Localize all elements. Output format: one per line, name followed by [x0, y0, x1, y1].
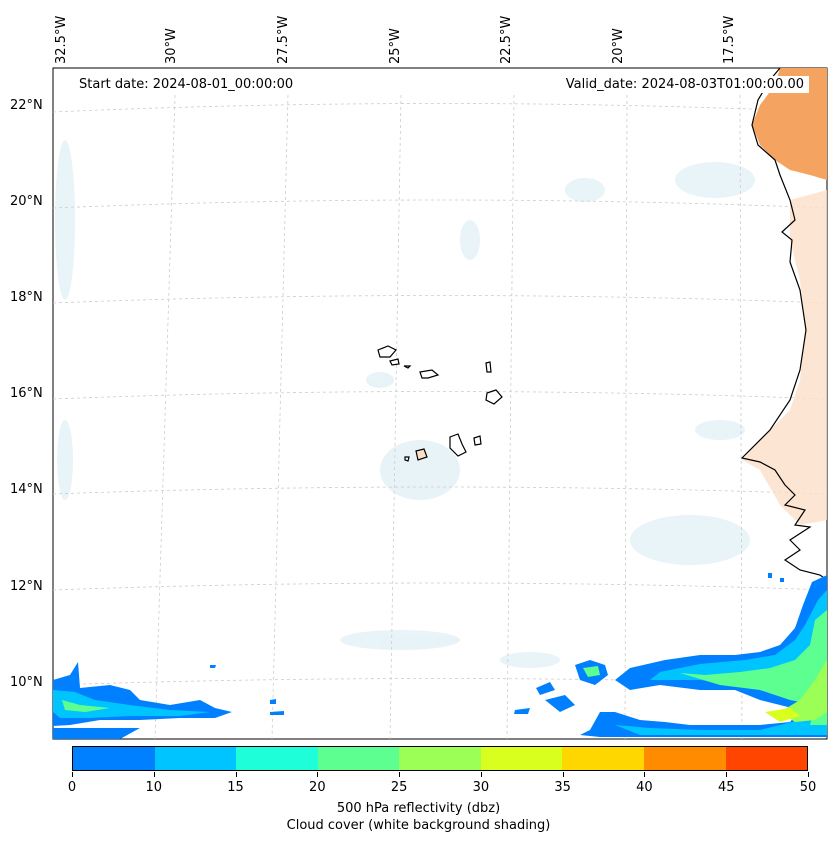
colorbar-segment: [725, 747, 808, 770]
colorbar-tick-label: 40: [636, 780, 653, 795]
colorbar-segment: [236, 747, 318, 770]
coastline: [740, 67, 828, 581]
colorbar-segment: [399, 747, 481, 770]
reflectivity-southwest: [53, 662, 232, 739]
colorbar-segment: [154, 747, 237, 770]
colorbar-tick: [399, 772, 401, 777]
gridlines: [52, 94, 828, 740]
colorbar-segment: [73, 747, 155, 770]
colorbar-tick-label: 0: [67, 780, 77, 795]
colorbar-tick-label: 30: [472, 780, 490, 795]
lon-label-17-5w: 17.5°W: [722, 15, 737, 64]
lon-label-32-5w: 32.5°W: [54, 15, 69, 64]
colorbar-tick: [317, 772, 319, 777]
colorbar: [72, 746, 808, 771]
africa-land-faint: [742, 190, 827, 525]
cloud-cover-shading: [55, 140, 755, 668]
lon-label-22-5w: 22.5°W: [499, 15, 514, 64]
valid-date-label: Valid_date: 2024-08-03T01:00:00.00: [560, 76, 809, 93]
colorbar-tick-label: 50: [799, 780, 817, 795]
colorbar-tick-label: 45: [717, 780, 735, 795]
lat-label-18n: 18°N: [10, 290, 43, 305]
colorbar-tick: [808, 772, 809, 777]
colorbar-sublabel: Cloud cover (white background shading): [286, 818, 551, 833]
colorbar-label: 500 hPa reflectivity (dbz): [336, 801, 501, 816]
colorbar-segment: [562, 747, 644, 770]
colorbar-tick-label: 35: [554, 780, 571, 795]
colorbar-tick-label: 20: [309, 780, 326, 795]
africa-land: [752, 68, 827, 180]
colorbar-tick-label: 25: [390, 780, 408, 795]
lon-label-30w: 30°W: [164, 28, 179, 64]
colorbar-tick: [72, 772, 73, 777]
lon-label-27-5w: 27.5°W: [276, 15, 291, 64]
lat-label-14n: 14°N: [10, 482, 43, 497]
cape-verde-islands: [377, 345, 503, 462]
colorbar-tick: [480, 772, 482, 777]
colorbar-tick: [153, 772, 155, 777]
lat-label-12n: 12°N: [10, 579, 43, 594]
fogo-island: [415, 448, 428, 461]
lat-label-20n: 20°N: [10, 194, 43, 209]
colorbar-tick: [235, 772, 237, 777]
start-date-label: Start date: 2024-08-01_00:00:00: [74, 76, 299, 93]
lon-label-20w: 20°W: [611, 28, 626, 64]
colorbar-tick: [726, 772, 728, 777]
colorbar-segment: [480, 747, 563, 770]
reflectivity-southeast: [210, 573, 827, 737]
lon-label-25w: 25°W: [388, 28, 403, 64]
colorbar-segment: [317, 747, 400, 770]
colorbar-tick: [644, 772, 646, 777]
lat-label-10n: 10°N: [10, 675, 43, 690]
colorbar-tick-label: 10: [145, 780, 163, 795]
lat-label-16n: 16°N: [10, 386, 43, 401]
colorbar-tick-label: 15: [227, 780, 244, 795]
colorbar-segment: [643, 747, 726, 770]
colorbar-tick: [562, 772, 564, 777]
lat-label-22n: 22°N: [10, 98, 43, 113]
